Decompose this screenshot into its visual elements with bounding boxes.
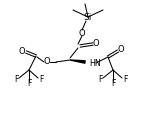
Text: F: F xyxy=(27,80,31,89)
Text: F: F xyxy=(39,75,43,84)
Text: F: F xyxy=(14,75,18,84)
Text: O: O xyxy=(79,28,85,37)
Polygon shape xyxy=(70,60,85,63)
Text: O: O xyxy=(118,45,124,54)
Text: F: F xyxy=(123,75,127,84)
Text: O: O xyxy=(93,39,99,49)
Text: O: O xyxy=(19,46,25,55)
Text: F: F xyxy=(111,80,115,89)
Text: Si: Si xyxy=(84,12,92,21)
Text: F: F xyxy=(98,75,102,84)
Text: HN: HN xyxy=(89,59,101,67)
Text: O: O xyxy=(44,58,50,67)
